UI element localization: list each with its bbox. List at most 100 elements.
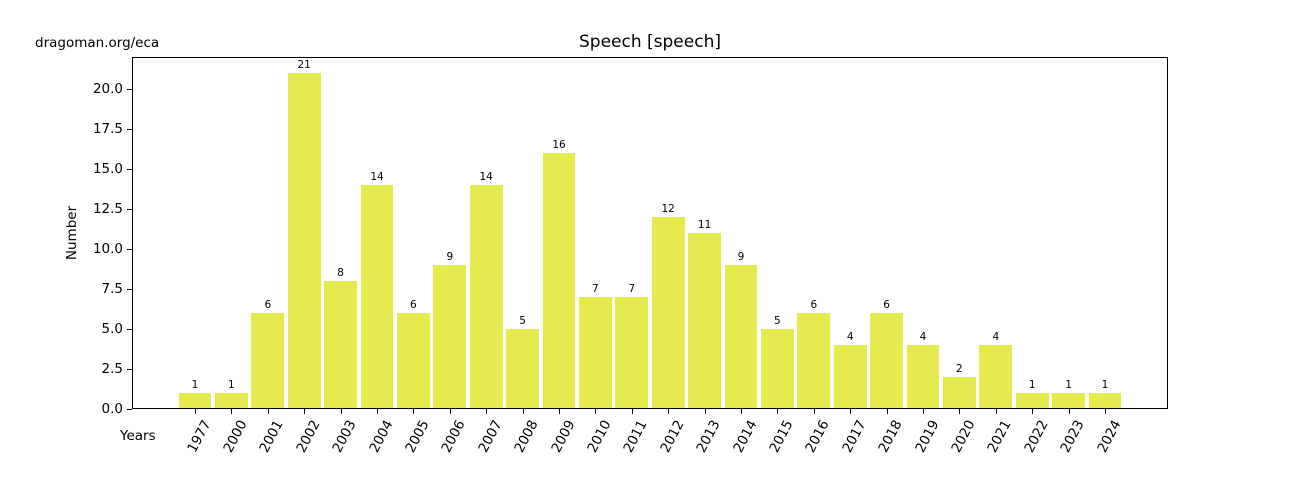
y-tick-mark <box>127 328 132 330</box>
y-tick-mark <box>127 288 132 290</box>
bar-value-label: 4 <box>919 331 927 343</box>
x-tick-label: 2011 <box>620 417 652 456</box>
bar-value-label: 21 <box>297 59 311 71</box>
bar-2020 <box>943 377 976 409</box>
bar-2008 <box>506 329 539 409</box>
x-tick-label: 2001 <box>256 417 288 456</box>
bar-value-label: 9 <box>446 251 454 263</box>
bar-value-label: 1 <box>1065 379 1072 391</box>
y-tick-label: 20.0 <box>92 81 123 97</box>
x-tick-label: 2000 <box>220 417 251 456</box>
bar-value-label: 12 <box>661 203 675 215</box>
x-tick-label: 1977 <box>183 417 215 456</box>
bar-2014 <box>724 265 758 409</box>
watermark-text: dragoman.org/eca <box>35 35 160 51</box>
y-tick-mark <box>127 408 132 410</box>
y-tick-mark <box>127 168 132 170</box>
bar-value-label: 6 <box>410 299 417 311</box>
x-tick-label: 2016 <box>802 417 834 456</box>
bar-2017 <box>833 345 867 409</box>
x-tick-label: 2020 <box>948 417 979 456</box>
x-tick-label: 2015 <box>766 417 797 456</box>
x-tick-label: 2014 <box>729 417 761 456</box>
bar-value-label: 7 <box>628 283 636 295</box>
y-tick-mark <box>127 208 132 210</box>
bar-2011 <box>615 297 649 409</box>
x-tick-mark <box>449 409 451 414</box>
x-tick-label: 2012 <box>657 417 688 456</box>
y-tick-label: 0.0 <box>101 401 123 417</box>
bar-2010 <box>579 297 612 409</box>
y-tick-label: 7.5 <box>101 281 123 297</box>
x-tick-mark <box>486 409 488 414</box>
x-tick-mark <box>1032 409 1034 414</box>
bar-2000 <box>215 393 248 409</box>
x-tick-label: 2003 <box>329 417 360 456</box>
bar-value-label: 2 <box>956 363 963 375</box>
x-tick-mark <box>377 409 378 414</box>
x-tick-label: 2007 <box>475 417 506 456</box>
x-axis-label: Years <box>120 428 156 444</box>
x-tick-label: 2022 <box>1021 417 1052 456</box>
y-tick-label: 12.5 <box>92 201 123 217</box>
x-tick-mark <box>413 409 415 414</box>
bar-2006 <box>433 265 467 409</box>
x-tick-label: 2004 <box>365 417 397 456</box>
bar-value-label: 1 <box>228 379 235 391</box>
x-tick-mark <box>886 409 888 414</box>
x-tick-label: 2009 <box>547 417 579 456</box>
x-tick-label: 2023 <box>1057 417 1088 456</box>
x-tick-label: 2018 <box>875 417 906 456</box>
x-tick-mark <box>231 409 233 414</box>
y-tick-label: 10.0 <box>92 241 123 257</box>
bar-2022 <box>1015 393 1049 409</box>
x-tick-mark <box>1068 409 1070 414</box>
plot-area <box>132 57 1168 409</box>
y-tick-label: 2.5 <box>101 361 123 377</box>
bar-2002 <box>287 73 321 409</box>
bar-value-label: 14 <box>370 171 384 183</box>
bar-value-label: 16 <box>552 139 566 151</box>
x-tick-label: 2024 <box>1093 417 1125 456</box>
bar-2015 <box>761 329 794 409</box>
bar-value-label: 5 <box>774 315 781 327</box>
bar-2019 <box>906 345 940 409</box>
x-tick-label: 2010 <box>584 417 615 456</box>
x-tick-mark <box>813 409 815 414</box>
x-tick-mark <box>668 409 670 414</box>
x-tick-label: 2019 <box>911 417 943 456</box>
x-tick-label: 2013 <box>693 417 724 456</box>
bar-2023 <box>1052 393 1085 409</box>
x-tick-mark <box>777 409 779 414</box>
x-tick-label: 2005 <box>402 417 433 456</box>
bar-2012 <box>651 217 685 409</box>
bar-2024 <box>1088 393 1122 409</box>
bar-2001 <box>251 313 285 409</box>
x-tick-mark <box>704 409 706 414</box>
y-tick-mark <box>127 128 132 130</box>
x-tick-mark <box>304 409 306 414</box>
x-tick-mark <box>959 409 961 414</box>
bar-2018 <box>870 313 903 409</box>
x-tick-mark <box>559 409 560 414</box>
x-tick-mark <box>1105 409 1106 414</box>
x-tick-label: 2006 <box>438 417 470 456</box>
x-tick-mark <box>595 409 597 414</box>
x-tick-mark <box>195 409 196 414</box>
bar-2005 <box>397 313 430 409</box>
y-tick-mark <box>127 88 132 90</box>
x-tick-label: 2008 <box>511 417 542 456</box>
bar-value-label: 8 <box>337 267 344 279</box>
bar-1977 <box>178 393 212 409</box>
bar-2021 <box>979 345 1013 409</box>
bar-value-label: 14 <box>479 171 493 183</box>
x-tick-mark <box>995 409 997 414</box>
bar-value-label: 6 <box>810 299 818 311</box>
bar-value-label: 9 <box>737 251 745 263</box>
x-tick-label: 2017 <box>839 417 870 456</box>
bar-value-label: 11 <box>697 219 712 231</box>
y-tick-mark <box>127 248 132 250</box>
bar-2003 <box>324 281 357 409</box>
bar-2013 <box>688 233 721 409</box>
